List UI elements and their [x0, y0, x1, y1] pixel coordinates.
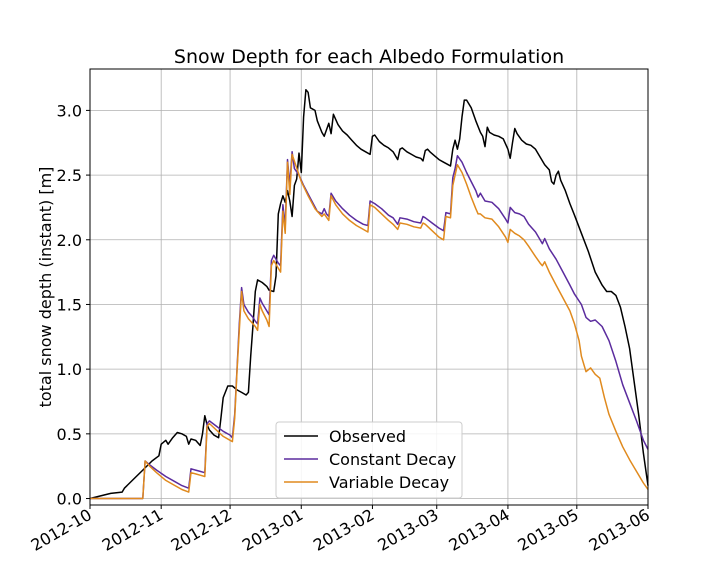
x-tick-label: 2013-01 [239, 505, 306, 555]
x-tick-label: 2013-02 [310, 505, 377, 555]
x-tick-label: 2013-05 [514, 505, 581, 555]
x-tick-label: 2013-04 [446, 505, 513, 555]
plot-frame [89, 68, 649, 506]
y-tick-label: 0.5 [57, 425, 82, 444]
y-axis: 0.0 0.5 1.0 1.5 2.0 2.5 3.0 [57, 101, 90, 509]
y-tick-label: 3.0 [57, 101, 82, 120]
y-axis-label: total snow depth (instant) [m] [36, 167, 55, 408]
series-line-0 [89, 88, 649, 500]
legend-items: Observed Constant Decay Variable Decay [284, 427, 456, 492]
x-tick-label: 2012-10 [28, 505, 95, 555]
x-axis: 2012-10 2012-11 2012-12 2013-01 2013-022013-… [28, 505, 653, 555]
x-tick-label: 2013-03 [374, 505, 441, 555]
legend-label: Observed [329, 427, 406, 446]
series-lines [89, 88, 649, 500]
series-line-2 [90, 153, 649, 500]
x-tick-label: 2012-11 [99, 505, 166, 555]
y-tick-label: 2.5 [57, 166, 82, 185]
x-tick-label: 2013-06 [586, 505, 653, 555]
x-tick-label: 2012-12 [168, 505, 235, 555]
legend: Observed Constant Decay Variable Decay [275, 421, 463, 499]
legend-label: Variable Decay [329, 473, 449, 492]
chart-title: Snow Depth for each Albedo Formulation [174, 46, 564, 68]
y-tick-label: 1.5 [57, 295, 82, 314]
y-tick-label: 1.0 [57, 360, 82, 379]
y-tick-label: 2.0 [57, 231, 82, 250]
y-tick-label: 0.0 [57, 490, 82, 509]
legend-frame [275, 421, 463, 499]
legend-label: Constant Decay [329, 450, 456, 469]
